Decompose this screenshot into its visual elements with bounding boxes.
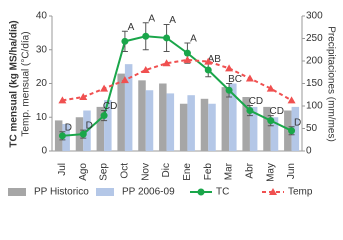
- bar: [145, 90, 154, 151]
- bar: [179, 103, 188, 151]
- x-tick-label: May: [265, 163, 276, 182]
- x-tick-label: Jul: [57, 163, 68, 176]
- marker: [204, 57, 213, 65]
- legend-swatch: [197, 188, 205, 196]
- x-tick-label: Dic: [161, 163, 172, 177]
- y-tick-label: 10: [36, 112, 48, 123]
- bar: [242, 97, 250, 151]
- line: [62, 35, 293, 137]
- marker: [58, 96, 67, 104]
- y-tick-label: 40: [36, 11, 48, 22]
- bar: [208, 103, 216, 151]
- marker: [204, 66, 212, 74]
- bar: [166, 93, 175, 151]
- data-label: CD: [249, 96, 263, 107]
- x-tick-label: Feb: [203, 163, 214, 181]
- marker: [162, 59, 171, 67]
- marker: [225, 86, 233, 94]
- x-tick-label: Oct: [120, 163, 131, 179]
- marker: [225, 64, 234, 72]
- data-label: A: [128, 22, 135, 33]
- bar: [117, 73, 125, 151]
- legend-swatch: [269, 188, 277, 195]
- bar: [270, 117, 279, 151]
- data-label: D: [294, 117, 301, 128]
- marker: [79, 93, 88, 100]
- data-label: BC: [228, 74, 242, 85]
- bar: [263, 106, 271, 151]
- data-label: AB: [208, 54, 222, 65]
- bar: [104, 100, 112, 151]
- y2-tick-label: 200: [306, 56, 323, 67]
- data-label: A: [190, 34, 197, 45]
- bar: [200, 98, 209, 151]
- marker: [100, 84, 109, 92]
- legend-swatch: [8, 188, 26, 196]
- y2-tick-label: 50: [306, 123, 318, 134]
- legend-label: Temp: [288, 187, 313, 198]
- marker: [288, 127, 296, 135]
- marker: [121, 37, 129, 45]
- x-tick-label: Jun: [286, 163, 297, 179]
- bar: [229, 83, 237, 151]
- data-label: D: [65, 122, 72, 133]
- x-tick-label: Abr: [245, 162, 256, 178]
- data-label: A: [169, 15, 176, 26]
- marker: [58, 132, 66, 140]
- y2-tick-label: 100: [306, 101, 323, 112]
- data-label: CD: [270, 106, 284, 117]
- legend-label: PP Historico: [34, 187, 89, 198]
- marker: [100, 112, 108, 120]
- bar: [159, 83, 167, 151]
- bar: [187, 95, 195, 151]
- bar: [124, 64, 133, 151]
- marker: [183, 55, 192, 63]
- data-label: D: [86, 121, 93, 132]
- x-tick-label: Sep: [99, 163, 110, 181]
- bar: [54, 120, 63, 151]
- y2-tick-label: 300: [306, 11, 323, 22]
- y-axis-title: TC mensual (kg MS/ha/día): [9, 20, 20, 147]
- x-tick-label: Ene: [182, 163, 193, 181]
- legend-label: PP 2006-09: [122, 187, 175, 198]
- marker: [183, 49, 191, 57]
- y2-tick-label: 0: [306, 146, 312, 157]
- bar: [249, 106, 258, 151]
- bar: [138, 80, 146, 151]
- y-tick-label: 30: [36, 44, 48, 55]
- marker: [79, 130, 87, 138]
- x-tick-label: Nov: [140, 163, 151, 181]
- bar: [291, 106, 300, 151]
- x-tick-label: Mar: [224, 162, 235, 180]
- y2-axis-title: Precipitaciones (mm/mes): [325, 26, 336, 142]
- legend-swatch: [96, 188, 114, 196]
- line: [62, 58, 293, 102]
- bar: [284, 110, 292, 151]
- marker: [246, 107, 254, 114]
- y2-tick-label: 250: [306, 33, 323, 44]
- marker: [245, 74, 254, 82]
- marker: [141, 66, 150, 73]
- y-axis-title: Temp. mensual (°C/día): [21, 31, 32, 136]
- y2-tick-label: 150: [306, 78, 323, 89]
- marker: [120, 76, 129, 84]
- y-tick-label: 20: [36, 78, 48, 89]
- marker: [287, 96, 296, 104]
- marker: [267, 117, 275, 125]
- marker: [266, 84, 275, 92]
- marker: [163, 34, 171, 42]
- bar: [221, 87, 230, 151]
- data-label: CD: [103, 101, 117, 112]
- bar: [96, 106, 105, 151]
- chart: TC mensual (kg MS/ha/día) Temp. mensual …: [8, 11, 336, 198]
- data-label: A: [148, 13, 155, 24]
- legend-label: TC: [216, 187, 229, 198]
- bar: [62, 124, 70, 151]
- marker: [142, 32, 150, 40]
- x-tick-label: Ago: [78, 163, 89, 181]
- y-tick-label: 0: [41, 146, 47, 157]
